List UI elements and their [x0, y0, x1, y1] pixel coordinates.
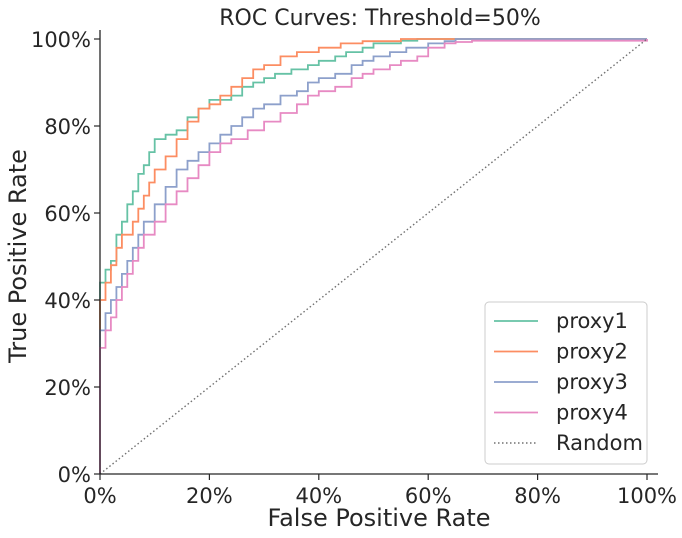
- x-tick-label: 80%: [514, 484, 561, 508]
- series-line-random: [99, 38, 648, 475]
- legend-label-proxy1: proxy1: [556, 309, 628, 333]
- y-ticks: 0% 20% 40% 60% 80% 100%: [31, 28, 100, 487]
- legend-label-random: Random: [556, 431, 643, 455]
- y-tick-label: 80%: [44, 115, 91, 139]
- legend-label-proxy3: proxy3: [556, 370, 628, 394]
- y-tick-label: 100%: [31, 28, 91, 52]
- curves-group: [99, 38, 648, 475]
- x-tick-label: 60%: [405, 484, 452, 508]
- x-tick-label: 40%: [295, 484, 342, 508]
- y-axis-label: True Positive Rate: [4, 149, 32, 364]
- series-line-proxy2: [99, 38, 647, 474]
- series-line-proxy3: [99, 38, 647, 474]
- series-line-proxy4: [99, 39, 648, 474]
- y-tick-label: 20%: [44, 376, 91, 400]
- x-axis-label: False Positive Rate: [267, 504, 490, 532]
- legend: proxy1 proxy2 proxy3 proxy4 Random: [484, 301, 648, 465]
- x-tick-label: 100%: [617, 484, 677, 508]
- x-tick-label: 20%: [186, 484, 233, 508]
- chart-title: ROC Curves: Threshold=50%: [219, 6, 540, 31]
- legend-box: [484, 301, 648, 465]
- y-tick-label: 0%: [58, 463, 91, 487]
- x-tick-label: 0%: [83, 484, 116, 508]
- legend-label-proxy4: proxy4: [556, 401, 628, 425]
- legend-label-proxy2: proxy2: [556, 340, 628, 364]
- y-tick-label: 60%: [44, 202, 91, 226]
- y-tick-label: 40%: [44, 289, 91, 313]
- x-ticks: 0% 20% 40% 60% 80% 100%: [83, 474, 677, 508]
